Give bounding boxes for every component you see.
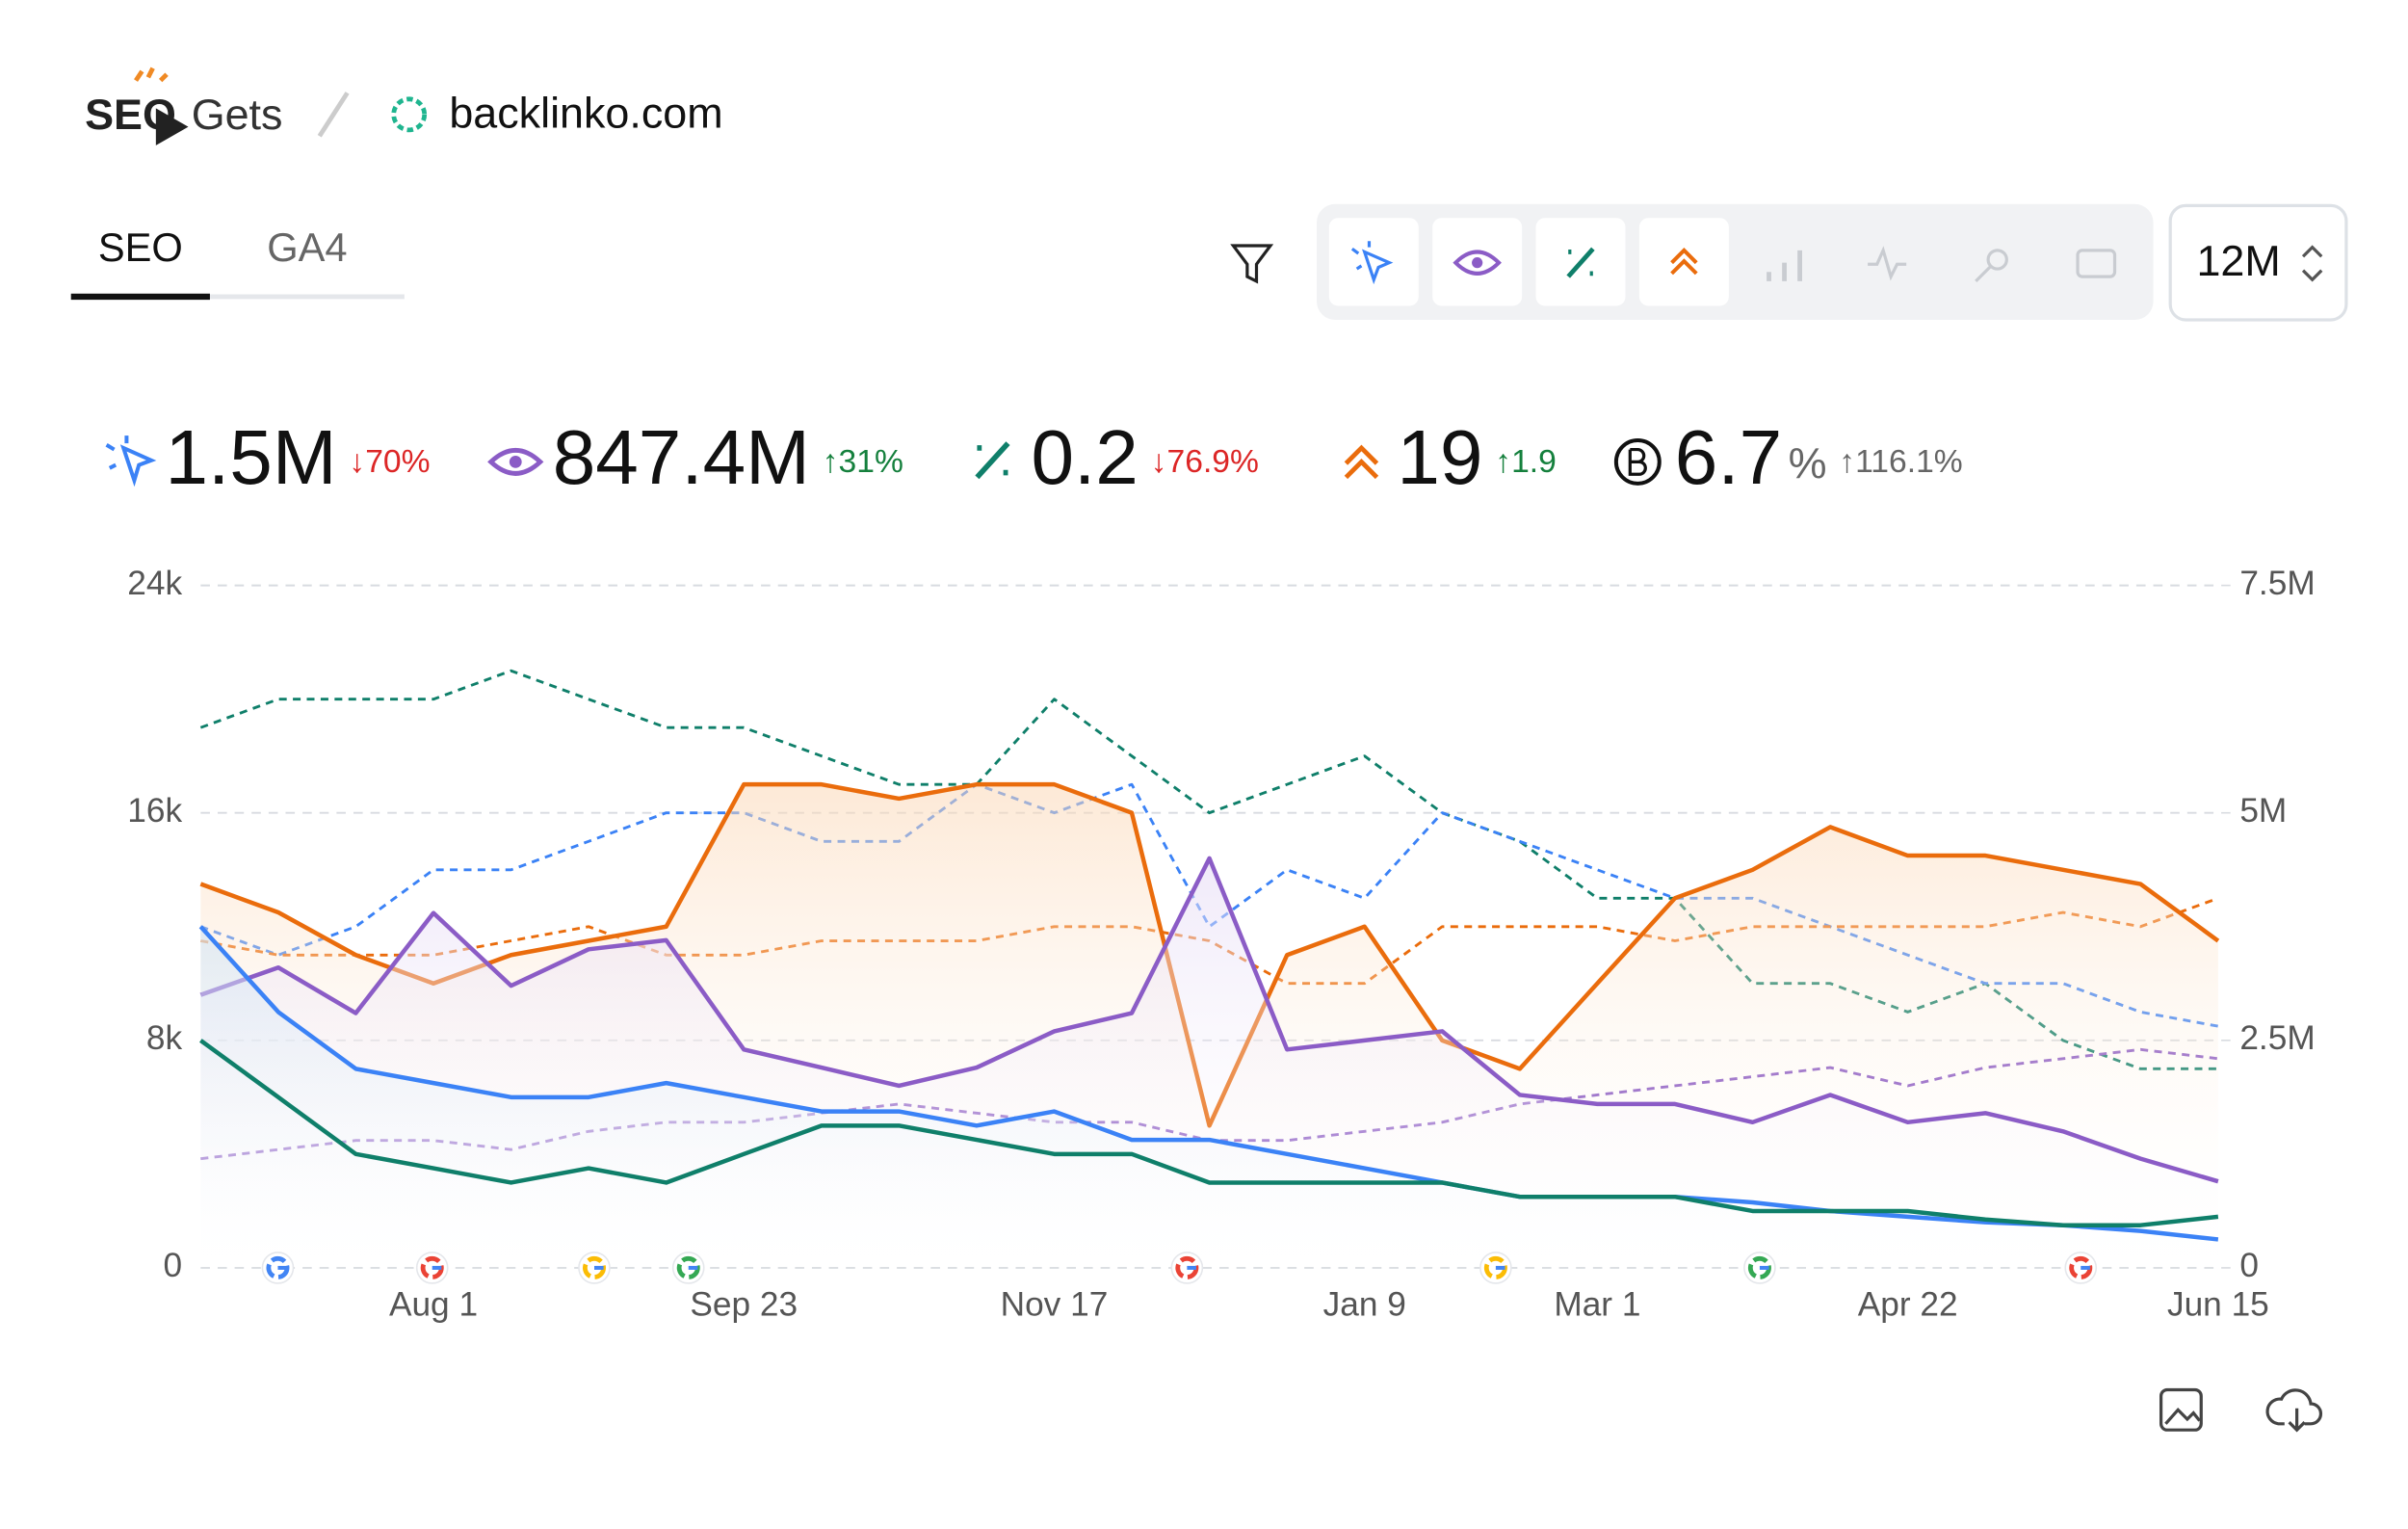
update-marker[interactable] bbox=[671, 1252, 705, 1284]
kpi-change: ↑31% bbox=[823, 444, 903, 480]
kpi-row: 1.5M ↓70% 847.4M ↑31% 0.2 ↓76.9% 19 ↑1.9 6.7% ↑11… bbox=[165, 413, 1962, 500]
kpi-icon-b-letter bbox=[1628, 447, 1647, 476]
update-marker[interactable] bbox=[2064, 1252, 2098, 1284]
export-download[interactable] bbox=[2265, 1388, 2322, 1433]
kpi-change: ↑116.1% bbox=[1839, 444, 1962, 480]
export-image-glyph bbox=[2164, 1408, 2201, 1425]
update-marker[interactable] bbox=[261, 1252, 295, 1284]
kpi-value: 19 bbox=[1397, 413, 1482, 500]
brand-gets: Gets bbox=[192, 90, 283, 139]
logo-rays bbox=[134, 66, 169, 83]
site-status bbox=[391, 96, 428, 133]
kpi-icon-b bbox=[1613, 437, 1662, 486]
update-marker[interactable] bbox=[1170, 1252, 1204, 1284]
metric-toolbar bbox=[1316, 203, 2154, 320]
kpi-icon-ctr bbox=[975, 441, 1010, 480]
tab[interactable]: SEO bbox=[98, 224, 183, 270]
site-name[interactable]: backlinko.com bbox=[449, 88, 722, 137]
kpi-unit: % bbox=[1789, 438, 1827, 488]
series-line bbox=[199, 1039, 2219, 1227]
toggle-rank[interactable] bbox=[1767, 250, 1802, 281]
x-tick-label: Mar 1 bbox=[1554, 1285, 1640, 1323]
y2-tick-label: 2.5M bbox=[2239, 1019, 2315, 1057]
logo-play bbox=[155, 108, 189, 145]
y-tick-label: 8k bbox=[146, 1019, 183, 1057]
update-marker[interactable] bbox=[1479, 1252, 1512, 1284]
x-tick-label: Jun 15 bbox=[2167, 1285, 2269, 1323]
y2-tick-label: 5M bbox=[2239, 792, 2287, 830]
y-tick-label: 0 bbox=[163, 1247, 182, 1284]
export-image[interactable] bbox=[2159, 1387, 2203, 1432]
update-markers bbox=[261, 1252, 2098, 1284]
kpi-value: 0.2 bbox=[1032, 413, 1139, 500]
filter-button[interactable] bbox=[1230, 244, 1274, 284]
toggle-keys[interactable] bbox=[1975, 249, 2008, 283]
icon-impressions bbox=[1453, 250, 1502, 276]
update-marker[interactable] bbox=[1743, 1252, 1776, 1284]
x-tick-label: Aug 1 bbox=[389, 1285, 478, 1323]
logo[interactable]: SEO Gets bbox=[85, 66, 283, 145]
period-label: 12M bbox=[2196, 236, 2280, 285]
update-marker[interactable] bbox=[415, 1252, 449, 1284]
x-tick-label: Apr 22 bbox=[1858, 1285, 1958, 1323]
series-line bbox=[199, 856, 2219, 1184]
tab[interactable]: GA4 bbox=[267, 224, 347, 270]
icon-impressions-dot bbox=[1472, 257, 1483, 269]
kpi-change: ↑1.9 bbox=[1495, 444, 1557, 480]
series-area bbox=[200, 926, 2218, 1268]
kpi-change: ↓76.9% bbox=[1151, 444, 1259, 480]
kpi-icon-impressions-dot bbox=[509, 455, 522, 468]
toggle-pulse[interactable] bbox=[1868, 246, 1907, 281]
period-chevrons bbox=[2301, 245, 2323, 282]
kpi-icon-clicks bbox=[105, 435, 157, 488]
y2-tick-label: 0 bbox=[2239, 1247, 2259, 1284]
toggle-clicks[interactable] bbox=[1328, 218, 1419, 306]
kpi-icon-impressions bbox=[487, 447, 544, 476]
toggle-money[interactable] bbox=[2076, 249, 2117, 278]
x-tick-label: Jan 9 bbox=[1323, 1285, 1406, 1323]
metric-toggles bbox=[1328, 218, 2117, 306]
series-line bbox=[198, 925, 2219, 1242]
update-marker[interactable] bbox=[578, 1252, 611, 1284]
kpi-change: ↓70% bbox=[349, 444, 430, 480]
icon-clicks bbox=[1350, 241, 1394, 285]
icon-ctr bbox=[1566, 247, 1595, 278]
icon-position bbox=[1670, 248, 1698, 276]
x-tick-label: Sep 23 bbox=[690, 1285, 798, 1323]
divider bbox=[317, 92, 350, 138]
y2-tick-label: 7.5M bbox=[2239, 565, 2315, 602]
kpi-icon-position bbox=[1344, 444, 1379, 480]
y-tick-label: 24k bbox=[127, 565, 182, 602]
kpi-value: 847.4M bbox=[553, 413, 810, 500]
y-tick-label: 16k bbox=[127, 792, 182, 830]
kpi-value: 1.5M bbox=[165, 413, 336, 500]
period-select[interactable] bbox=[2168, 203, 2348, 322]
kpi-value: 6.7 bbox=[1675, 413, 1782, 500]
x-tick-label: Nov 17 bbox=[1001, 1285, 1109, 1323]
